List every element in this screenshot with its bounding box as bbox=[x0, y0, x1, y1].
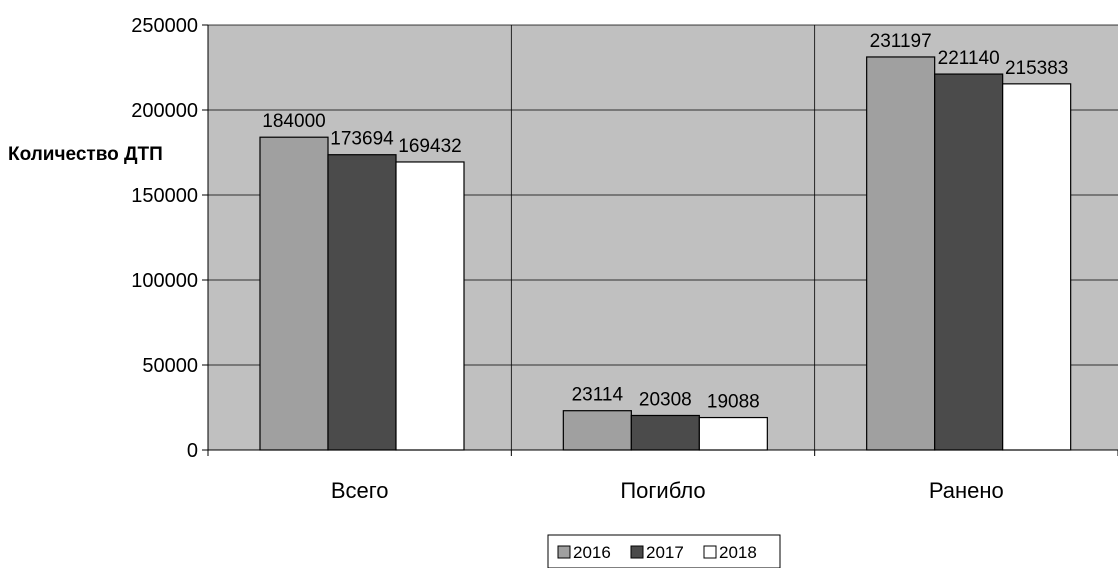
y-tick-label: 100000 bbox=[131, 270, 198, 292]
data-label: 20308 bbox=[639, 389, 692, 410]
y-tick-label: 0 bbox=[187, 440, 198, 462]
legend-label: 2018 bbox=[719, 543, 757, 562]
legend-label: 2016 bbox=[573, 543, 611, 562]
bar bbox=[1002, 83, 1072, 451]
bar bbox=[395, 161, 465, 451]
axes bbox=[202, 24, 1118, 456]
data-label: 221140 bbox=[938, 48, 1000, 69]
data-label: 19088 bbox=[707, 392, 760, 413]
legend-swatch bbox=[703, 545, 717, 559]
legend-box bbox=[547, 534, 781, 568]
bar bbox=[934, 73, 1004, 451]
legend: 2016 2017 2018 bbox=[547, 534, 781, 568]
y-tick-label: 150000 bbox=[131, 185, 198, 207]
legend-swatch bbox=[557, 545, 571, 559]
x-tick-label: Погибло bbox=[620, 478, 705, 503]
y-tick-label: 200000 bbox=[131, 100, 198, 122]
data-label: 215383 bbox=[1005, 58, 1068, 79]
bar bbox=[562, 410, 632, 451]
bar bbox=[866, 56, 936, 451]
legend-swatch bbox=[630, 545, 644, 559]
data-label: 173694 bbox=[330, 129, 394, 150]
data-label: 23114 bbox=[572, 385, 624, 406]
x-tick-label: Ранено bbox=[929, 478, 1004, 503]
x-tick-labels: Всего Погибло Ранено bbox=[331, 478, 1004, 503]
legend-label: 2017 bbox=[646, 543, 684, 562]
bar bbox=[698, 416, 768, 451]
data-label: 231197 bbox=[870, 31, 932, 52]
bar bbox=[327, 154, 397, 451]
y-tick-labels: 0 50000 100000 150000 200000 250000 bbox=[131, 15, 198, 462]
y-axis-label: Количество ДТП bbox=[8, 144, 163, 165]
data-label: 184000 bbox=[262, 111, 325, 132]
y-tick-label: 50000 bbox=[142, 355, 198, 377]
data-label: 169432 bbox=[398, 136, 461, 157]
bar bbox=[259, 136, 329, 451]
bar bbox=[630, 414, 700, 451]
x-tick-label: Всего bbox=[331, 478, 389, 503]
y-tick-label: 250000 bbox=[131, 15, 198, 37]
